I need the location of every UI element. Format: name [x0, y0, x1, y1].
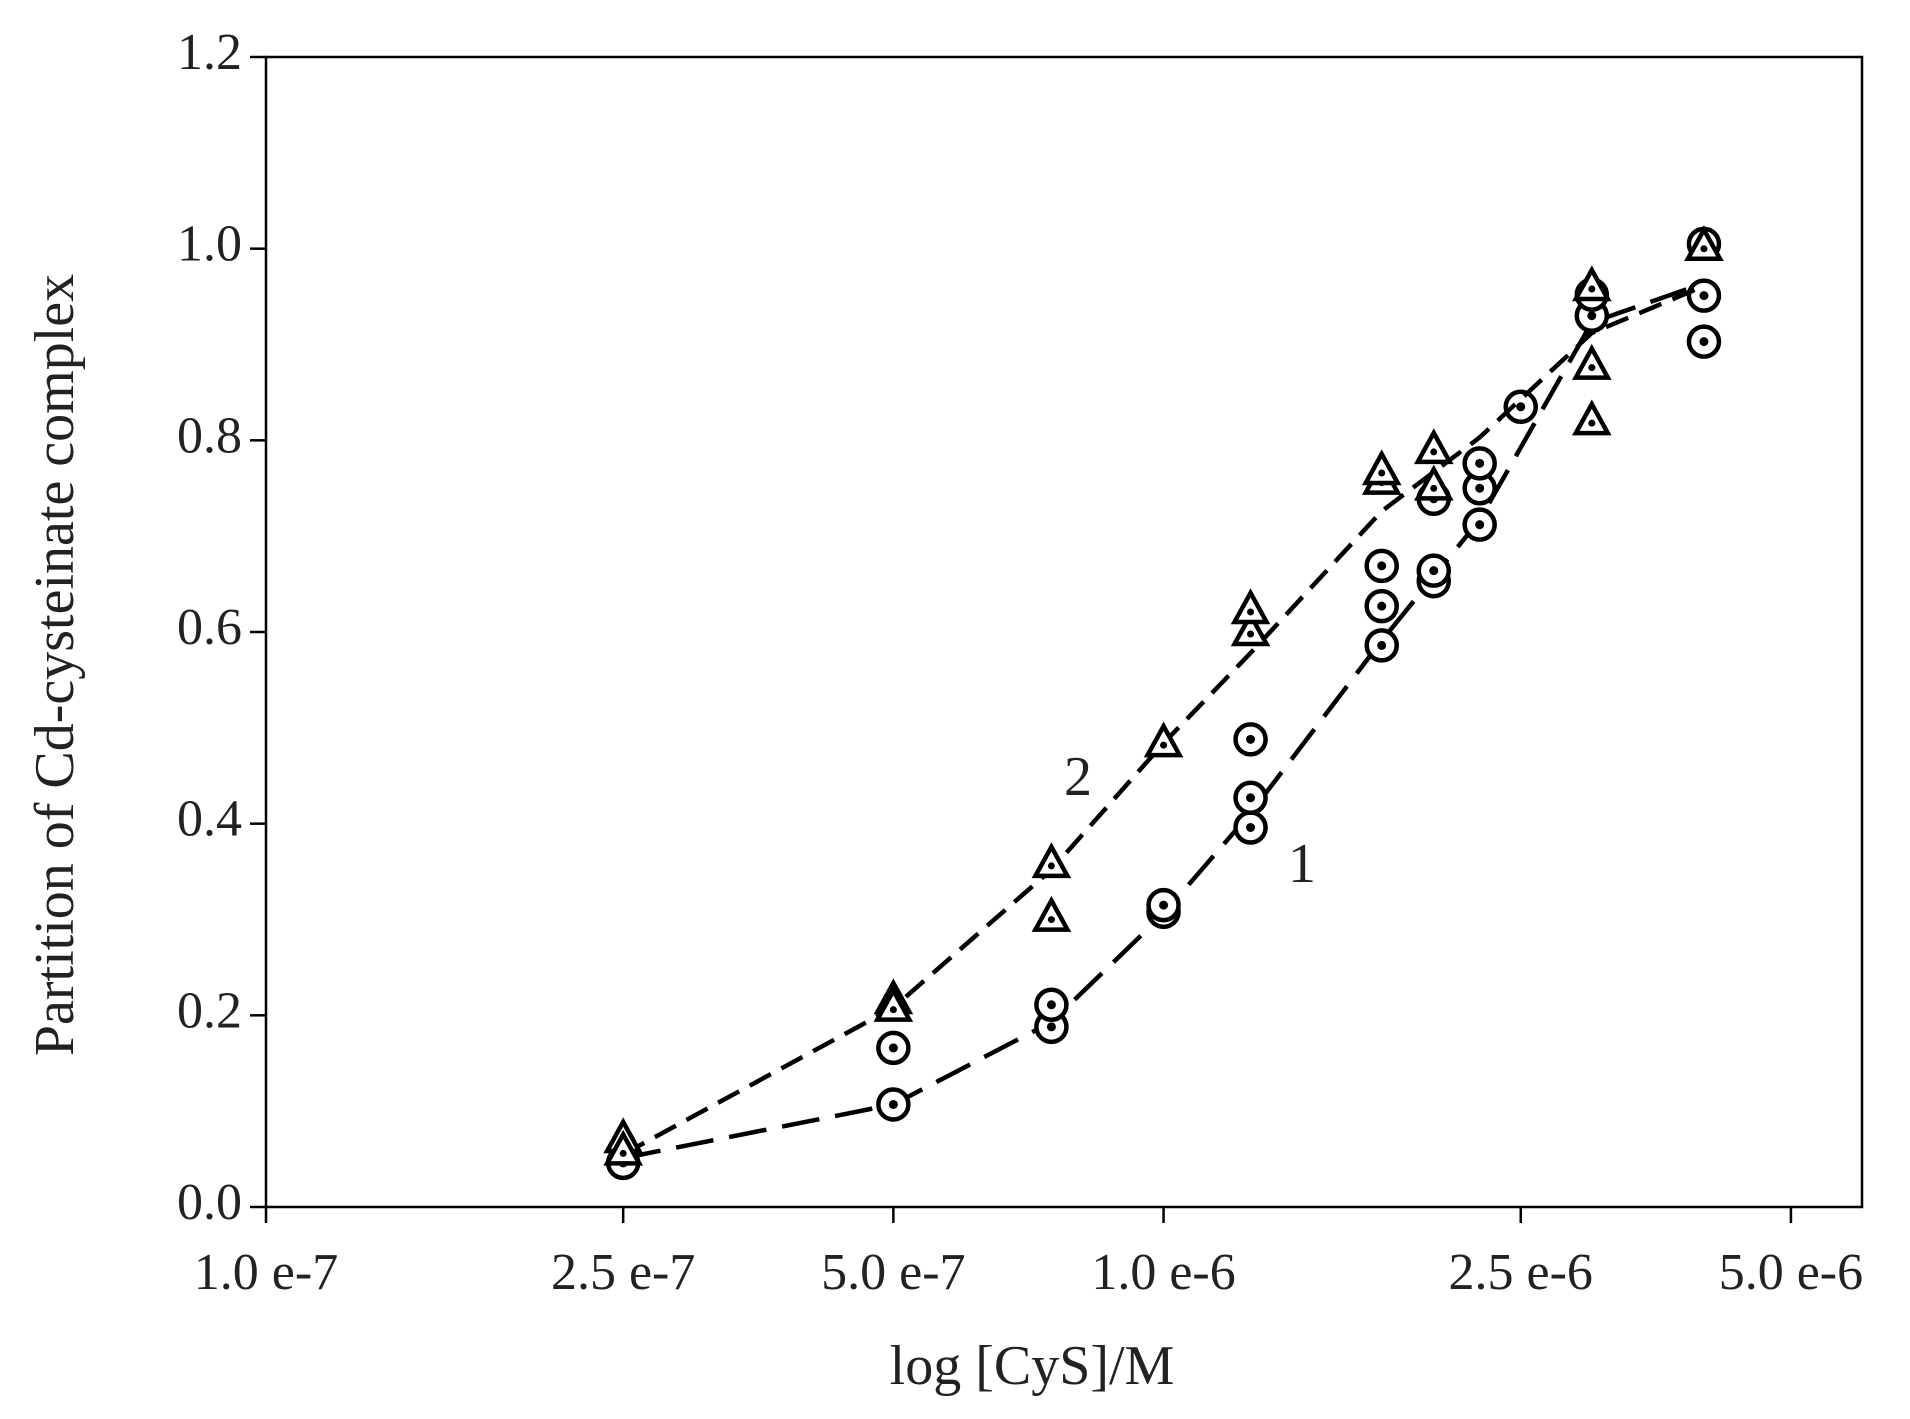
data-point: [1230, 588, 1271, 625]
marker-dot: [1587, 311, 1597, 321]
marker-dot: [1160, 741, 1168, 749]
x-axis-title: log [CyS]/M: [890, 1335, 1175, 1397]
marker-dot: [1377, 561, 1387, 571]
marker-dot: [888, 1099, 898, 1109]
marker-dot: [1377, 601, 1387, 611]
data-point: [1361, 449, 1402, 486]
data-point: [1233, 780, 1268, 816]
data-point: [1413, 464, 1454, 501]
data-point: [1031, 895, 1072, 932]
marker-triangle: [1230, 588, 1271, 625]
y-tick-label: 1.0: [177, 216, 242, 273]
curve-label: 2: [1064, 746, 1092, 808]
marker-dot: [1246, 734, 1256, 744]
data-point: [1364, 628, 1399, 663]
fit-curve: [622, 281, 1705, 1161]
marker-triangle: [1230, 610, 1271, 647]
data-point: [1686, 278, 1722, 313]
y-tick-label: 0.8: [177, 407, 242, 464]
x-tick-label: 1.0 e-6: [1091, 1244, 1235, 1301]
marker-dot: [1429, 566, 1439, 576]
marker-dot: [1588, 285, 1596, 293]
y-tick-label: 0.4: [177, 791, 242, 848]
data-point: [1143, 721, 1184, 758]
marker-triangle: [1571, 343, 1612, 380]
marker-dot: [1700, 245, 1708, 253]
data-point: [1233, 722, 1268, 757]
marker-dot: [1047, 862, 1055, 870]
data-point: [603, 1129, 643, 1166]
data-point: [873, 986, 914, 1022]
marker-dot: [889, 1006, 897, 1014]
marker-dot: [1475, 483, 1485, 493]
marker-triangle: [1413, 428, 1454, 465]
x-tick-label: 5.0 e-7: [821, 1244, 965, 1301]
marker-dot: [1377, 640, 1387, 650]
marker-triangle: [1571, 399, 1612, 436]
y-axis-title: Partition of Cd-cysteinate complex: [24, 274, 86, 1056]
curve-label: 1: [1288, 833, 1316, 895]
data-point: [1031, 842, 1072, 879]
marker-dot: [1046, 1022, 1056, 1032]
data-point: [876, 1087, 911, 1122]
data-point: [1146, 887, 1181, 923]
marker-triangle: [1684, 225, 1724, 261]
y-tick-label: 1.2: [177, 24, 242, 81]
marker-dot: [888, 1043, 898, 1053]
data-point: [1571, 399, 1612, 436]
marker-dot: [1247, 630, 1255, 638]
data-point: [1233, 810, 1268, 845]
marker-triangle: [1361, 449, 1402, 486]
data-point: [1462, 446, 1497, 481]
marker-dot: [1475, 520, 1485, 530]
marker-triangle: [1143, 721, 1184, 758]
data-point: [1571, 265, 1612, 302]
marker-dot: [1588, 364, 1596, 372]
y-tick-label: 0.0: [177, 1174, 242, 1231]
marker-dot: [1246, 823, 1256, 832]
marker-dot: [1430, 448, 1438, 456]
marker-triangle: [873, 986, 914, 1022]
fit-curve: [622, 283, 1705, 1157]
marker-triangle: [1571, 265, 1612, 302]
data-point: [1413, 428, 1454, 465]
marker-dot: [619, 1149, 627, 1157]
data-point: [1462, 507, 1497, 542]
marker-dot: [1475, 458, 1485, 468]
data-point: [876, 1030, 911, 1066]
marker-dot: [1246, 793, 1256, 803]
data-point: [1571, 343, 1612, 380]
data-point: [1230, 610, 1271, 647]
data-point: [1364, 588, 1399, 624]
marker-dot: [1699, 337, 1709, 347]
marker-triangle: [1031, 895, 1072, 932]
marker-dot: [1159, 900, 1169, 910]
marker-dot: [1699, 291, 1709, 301]
marker-triangle: [603, 1129, 643, 1166]
data-point: [1364, 548, 1399, 584]
x-tick-label: 1.0 e-7: [194, 1244, 338, 1301]
marker-dot: [1516, 402, 1526, 412]
marker-dot: [1588, 419, 1596, 427]
x-tick-label: 2.5 e-7: [551, 1244, 695, 1301]
marker-dot: [1047, 916, 1055, 924]
y-tick-label: 0.2: [177, 982, 242, 1039]
data-point: [1416, 553, 1452, 588]
marker-triangle: [1031, 842, 1072, 879]
data-point: [1686, 324, 1722, 359]
marker-dot: [1378, 469, 1386, 477]
data-point: [1684, 225, 1724, 261]
y-tick-label: 0.6: [177, 599, 242, 656]
x-tick-label: 2.5 e-6: [1449, 1244, 1593, 1301]
x-tick-label: 5.0 e-6: [1719, 1244, 1863, 1301]
marker-dot: [1046, 1000, 1056, 1010]
data-point: [1503, 389, 1538, 425]
marker-dot: [1430, 484, 1438, 492]
data-point: [1034, 987, 1069, 1023]
marker-triangle: [1413, 464, 1454, 501]
marker-dot: [1247, 608, 1255, 616]
